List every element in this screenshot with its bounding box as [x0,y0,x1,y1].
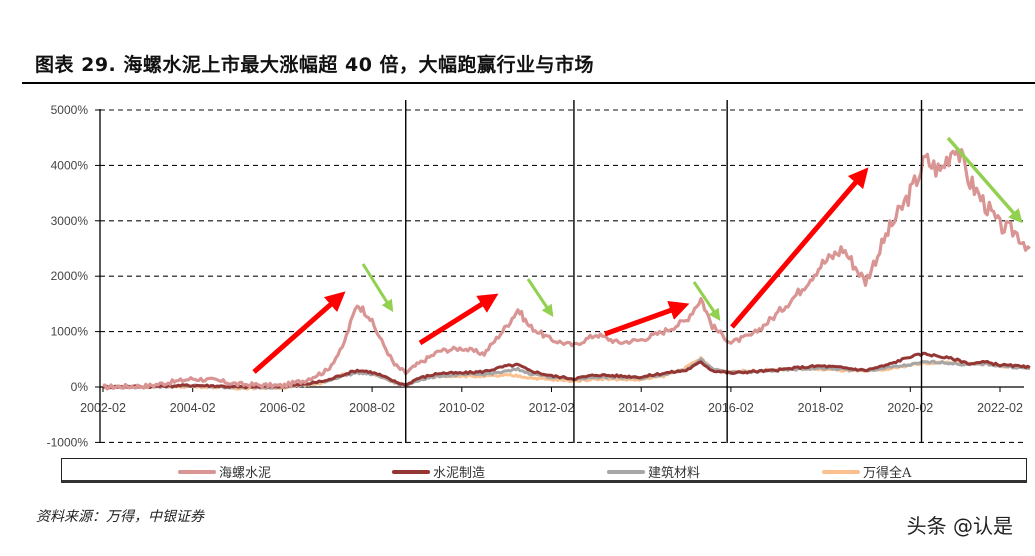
y-tick-label: 5000% [51,103,89,117]
y-tick-label: 0% [71,380,89,394]
legend-label: 水泥制造 [433,466,486,481]
x-tick-label: 2002-02 [80,401,126,415]
source-note: 资料来源：万得，中银证券 [36,509,204,525]
title-underline [22,82,1035,84]
gridlines [95,109,1024,443]
series-line-1 [102,351,1031,390]
y-tick-label: 4000% [51,158,89,172]
legend-label: 海螺水泥 [219,466,272,481]
chart-legend: 海螺水泥 水泥制造 建筑材料 万得全A [61,458,1027,483]
trend-arrows [252,136,1023,374]
green-down-arrow-icon [526,278,554,317]
legend-item-building-materials: 建筑材料 [607,462,700,481]
x-tick-label: 2006-02 [259,401,305,415]
legend-label: 建筑材料 [648,466,701,481]
legend-swatch [392,469,430,474]
x-tick-label: 2018-02 [798,401,844,415]
x-tick-label: 2022-02 [977,401,1023,415]
y-tick-label: -1000% [47,435,89,449]
legend-item-hailuo: 海螺水泥 [178,462,271,481]
green-down-arrow-icon [361,263,394,313]
legend-swatch [178,469,216,474]
y-tick-label: 2000% [51,269,89,283]
x-tick-label: 2012-02 [529,401,575,415]
y-tick-label: 3000% [51,214,89,228]
red-up-arrow-icon [730,167,869,329]
x-tick-label: 2020-02 [887,401,933,415]
watermark: 头条 @认是 [906,514,1013,538]
x-tick-label: 2014-02 [618,401,664,415]
legend-item-cement: 水泥制造 [392,462,485,481]
chart-title: 图表 29. 海螺水泥上市最大涨幅超 40 倍，大幅跑赢行业与市场 [35,54,595,76]
x-tick-label: 2010-02 [439,401,485,415]
series-line-0 [102,147,1031,391]
legend-label: 万得全A [863,466,912,481]
x-tick-label: 2004-02 [170,401,216,415]
legend-item-wind-all-a: 万得全A [822,462,911,481]
red-up-arrow-icon [252,291,346,374]
x-tick-label: 2008-02 [349,401,395,415]
y-tick-label: 1000% [51,325,89,339]
series-lines [102,147,1031,391]
x-axis-labels: 2002-02 2004-02 2006-02 2008-02 2010-02 2012-… [80,387,1023,415]
red-up-arrow-icon [418,293,499,346]
green-down-arrow-icon [692,281,721,321]
red-up-arrow-icon [604,300,690,337]
green-down-arrow-icon [946,136,1023,224]
legend-swatch [607,469,645,474]
legend-swatch [822,469,860,474]
period-separators [405,100,923,443]
y-axis-labels: 5000% 4000% 3000% 2000% 1000% 0% -1000% [47,103,89,449]
x-tick-label: 2016-02 [708,401,754,415]
